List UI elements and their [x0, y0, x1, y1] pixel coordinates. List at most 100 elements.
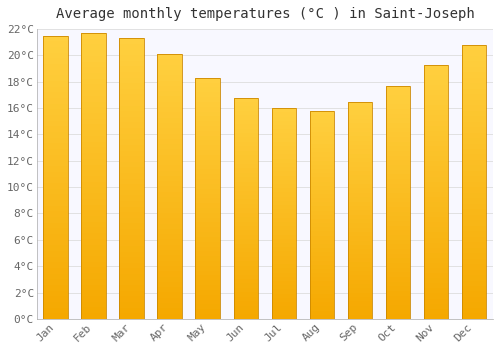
Bar — [348, 306, 372, 310]
Bar — [386, 221, 410, 226]
Bar — [310, 286, 334, 290]
Bar — [462, 204, 486, 209]
Bar — [386, 235, 410, 240]
Bar — [386, 230, 410, 235]
Bar — [462, 248, 486, 253]
Bar — [158, 202, 182, 208]
Bar — [196, 92, 220, 97]
Bar — [272, 209, 296, 214]
Bar — [82, 67, 106, 73]
Bar — [386, 100, 410, 104]
Bar — [386, 160, 410, 165]
Bar — [234, 160, 258, 164]
Bar — [310, 136, 334, 140]
Bar — [82, 33, 106, 319]
Bar — [234, 120, 258, 124]
Bar — [348, 106, 372, 110]
Bar — [44, 200, 68, 205]
Bar — [234, 275, 258, 279]
Bar — [120, 263, 144, 268]
Bar — [158, 261, 182, 266]
Bar — [196, 83, 220, 88]
Bar — [82, 33, 106, 39]
Bar — [158, 229, 182, 234]
Bar — [348, 210, 372, 215]
Bar — [82, 222, 106, 228]
Bar — [386, 114, 410, 118]
Bar — [120, 257, 144, 263]
Bar — [234, 98, 258, 319]
Bar — [196, 314, 220, 319]
Bar — [82, 193, 106, 199]
Bar — [158, 181, 182, 187]
Bar — [348, 171, 372, 175]
Bar — [82, 130, 106, 136]
Bar — [158, 75, 182, 80]
Bar — [196, 242, 220, 246]
Bar — [310, 111, 334, 115]
Bar — [386, 128, 410, 132]
Bar — [272, 243, 296, 247]
Bar — [272, 193, 296, 197]
Bar — [234, 284, 258, 288]
Bar — [82, 125, 106, 130]
Bar — [120, 296, 144, 302]
Bar — [44, 274, 68, 279]
Bar — [462, 67, 486, 72]
Bar — [310, 165, 334, 169]
Bar — [82, 204, 106, 210]
Bar — [158, 134, 182, 139]
Bar — [196, 261, 220, 266]
Bar — [310, 111, 334, 319]
Bar — [196, 213, 220, 218]
Bar — [82, 313, 106, 319]
Bar — [196, 126, 220, 131]
Bar — [348, 280, 372, 284]
Bar — [44, 245, 68, 251]
Bar — [234, 244, 258, 248]
Bar — [348, 271, 372, 275]
Bar — [196, 88, 220, 92]
Bar — [462, 144, 486, 149]
Bar — [120, 229, 144, 235]
Bar — [348, 288, 372, 293]
Bar — [120, 190, 144, 195]
Bar — [196, 174, 220, 179]
Bar — [196, 275, 220, 280]
Bar — [462, 226, 486, 231]
Bar — [158, 149, 182, 155]
Bar — [234, 252, 258, 257]
Bar — [158, 165, 182, 170]
Bar — [272, 176, 296, 180]
Bar — [462, 242, 486, 248]
Bar — [196, 136, 220, 140]
Bar — [386, 132, 410, 137]
Bar — [348, 219, 372, 223]
Bar — [120, 100, 144, 106]
Bar — [310, 144, 334, 148]
Bar — [234, 182, 258, 186]
Bar — [158, 276, 182, 282]
Bar — [196, 304, 220, 309]
Bar — [44, 290, 68, 296]
Bar — [120, 111, 144, 117]
Bar — [310, 290, 334, 294]
Bar — [120, 150, 144, 156]
Bar — [234, 213, 258, 217]
Bar — [196, 309, 220, 314]
Bar — [386, 254, 410, 258]
Bar — [310, 248, 334, 252]
Bar — [310, 211, 334, 215]
Bar — [196, 266, 220, 271]
Bar — [82, 107, 106, 113]
Bar — [310, 194, 334, 198]
Bar — [120, 268, 144, 274]
Bar — [158, 70, 182, 75]
Bar — [462, 270, 486, 275]
Bar — [44, 166, 68, 172]
Bar — [348, 245, 372, 249]
Bar — [386, 174, 410, 179]
Bar — [120, 184, 144, 190]
Bar — [44, 36, 68, 319]
Bar — [158, 234, 182, 239]
